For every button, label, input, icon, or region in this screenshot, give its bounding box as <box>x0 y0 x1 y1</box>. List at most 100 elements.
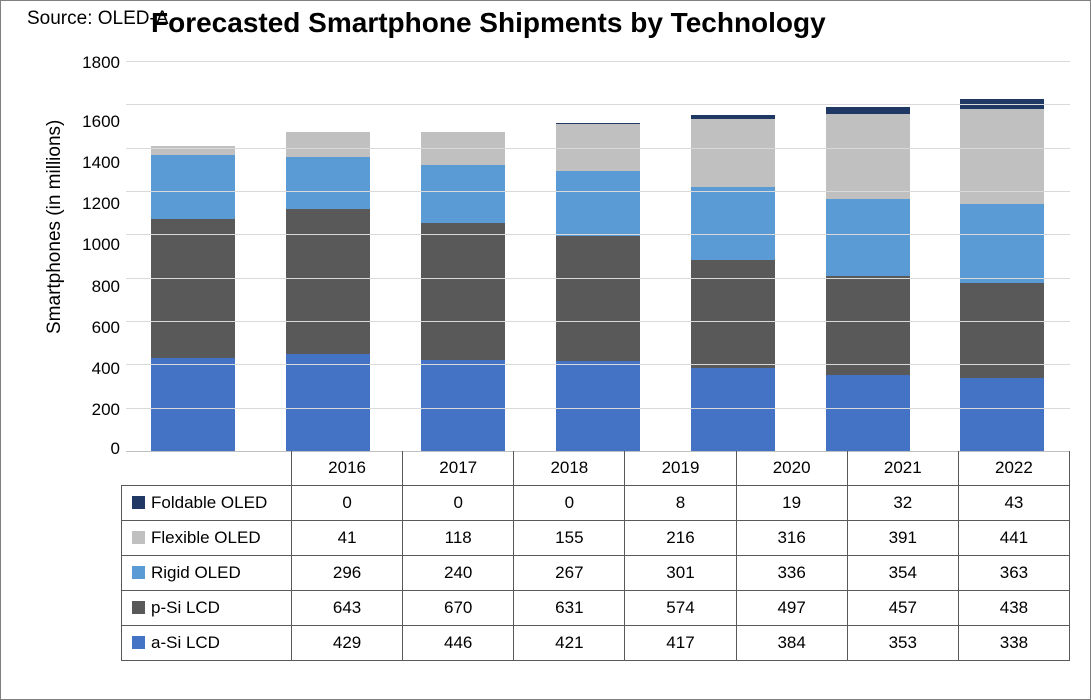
y-tick: 1600 <box>82 112 120 132</box>
segment <box>421 165 505 223</box>
legend-cell: Foldable OLED <box>122 486 292 521</box>
data-cell: 421 <box>514 626 625 661</box>
gridline <box>126 61 1070 62</box>
data-cell: 457 <box>847 591 958 626</box>
segment <box>826 114 910 199</box>
legend-cell: Rigid OLED <box>122 556 292 591</box>
legend-cell: p-Si LCD <box>122 591 292 626</box>
series-name: a-Si LCD <box>151 633 220 652</box>
segment <box>826 375 910 451</box>
category-header: 2016 <box>292 451 403 486</box>
bar-2020 <box>691 115 775 451</box>
segment <box>556 236 640 360</box>
legend-cell: a-Si LCD <box>122 626 292 661</box>
data-cell: 19 <box>736 486 847 521</box>
category-header: 2021 <box>847 451 958 486</box>
segment <box>826 107 910 114</box>
legend-swatch <box>132 531 145 544</box>
data-cell: 446 <box>403 626 514 661</box>
segment <box>556 171 640 236</box>
data-cell: 118 <box>403 521 514 556</box>
segment <box>151 155 235 219</box>
category-header: 2018 <box>514 451 625 486</box>
segment <box>421 223 505 360</box>
series-name: p-Si LCD <box>151 598 220 617</box>
data-cell: 643 <box>292 591 403 626</box>
y-tick: 1400 <box>82 153 120 173</box>
segment <box>691 119 775 187</box>
legend-swatch <box>132 636 145 649</box>
segment <box>286 209 370 354</box>
segment <box>691 368 775 451</box>
bar-2021 <box>826 107 910 451</box>
bar-2022 <box>960 99 1044 451</box>
data-cell: 8 <box>625 486 736 521</box>
data-cell: 353 <box>847 626 958 661</box>
data-table: 2016201720182019202020212022Foldable OLE… <box>121 451 1070 661</box>
legend-data-table: 2016201720182019202020212022Foldable OLE… <box>121 451 1070 661</box>
segment <box>421 360 505 451</box>
legend-swatch <box>132 566 145 579</box>
segment <box>286 354 370 451</box>
y-tick: 400 <box>92 359 120 379</box>
y-tick: 600 <box>92 318 120 338</box>
y-tick: 1000 <box>82 235 120 255</box>
gridline <box>126 148 1070 149</box>
data-cell: 301 <box>625 556 736 591</box>
data-cell: 631 <box>514 591 625 626</box>
segment <box>151 358 235 451</box>
data-cell: 41 <box>292 521 403 556</box>
gridline <box>126 191 1070 192</box>
source-label: Source: OLED-A <box>27 7 169 32</box>
data-cell: 296 <box>292 556 403 591</box>
category-header: 2022 <box>958 451 1069 486</box>
chart-frame: Source: OLED-A Forecasted Smartphone Shi… <box>0 0 1091 700</box>
data-cell: 354 <box>847 556 958 591</box>
series-name: Flexible OLED <box>151 528 261 547</box>
segment <box>286 157 370 209</box>
category-header: 2017 <box>403 451 514 486</box>
data-cell: 670 <box>403 591 514 626</box>
data-cell: 32 <box>847 486 958 521</box>
bar-2019 <box>556 123 640 451</box>
data-cell: 336 <box>736 556 847 591</box>
data-cell: 0 <box>514 486 625 521</box>
gridline <box>126 234 1070 235</box>
gridline <box>126 321 1070 322</box>
bars-container <box>126 61 1070 451</box>
segment <box>960 204 1044 283</box>
category-header: 2020 <box>736 451 847 486</box>
bar-2018 <box>421 132 505 451</box>
data-cell: 363 <box>958 556 1069 591</box>
y-tick: 1200 <box>82 194 120 214</box>
y-axis-label: Smartphones (in millions) <box>41 61 64 452</box>
data-cell: 316 <box>736 521 847 556</box>
data-cell: 384 <box>736 626 847 661</box>
data-cell: 43 <box>958 486 1069 521</box>
data-cell: 441 <box>958 521 1069 556</box>
series-name: Foldable OLED <box>151 493 267 512</box>
legend-swatch <box>132 601 145 614</box>
legend-swatch <box>132 496 145 509</box>
gridline <box>126 278 1070 279</box>
segment <box>960 109 1044 205</box>
gridline <box>126 408 1070 409</box>
segment <box>960 378 1044 451</box>
segment <box>691 187 775 260</box>
segment <box>826 199 910 276</box>
segment <box>556 361 640 451</box>
data-cell: 0 <box>292 486 403 521</box>
series-name: Rigid OLED <box>151 563 241 582</box>
segment <box>286 132 370 158</box>
chart-title: Forecasted Smartphone Shipments by Techn… <box>151 7 826 39</box>
plot-area: Smartphones (in millions) 18001600140012… <box>41 61 1080 452</box>
y-tick: 0 <box>111 439 120 459</box>
segment <box>826 276 910 375</box>
gridline <box>126 364 1070 365</box>
bar-2017 <box>286 132 370 451</box>
data-cell: 417 <box>625 626 736 661</box>
data-cell: 267 <box>514 556 625 591</box>
legend-cell: Flexible OLED <box>122 521 292 556</box>
data-cell: 429 <box>292 626 403 661</box>
data-cell: 240 <box>403 556 514 591</box>
